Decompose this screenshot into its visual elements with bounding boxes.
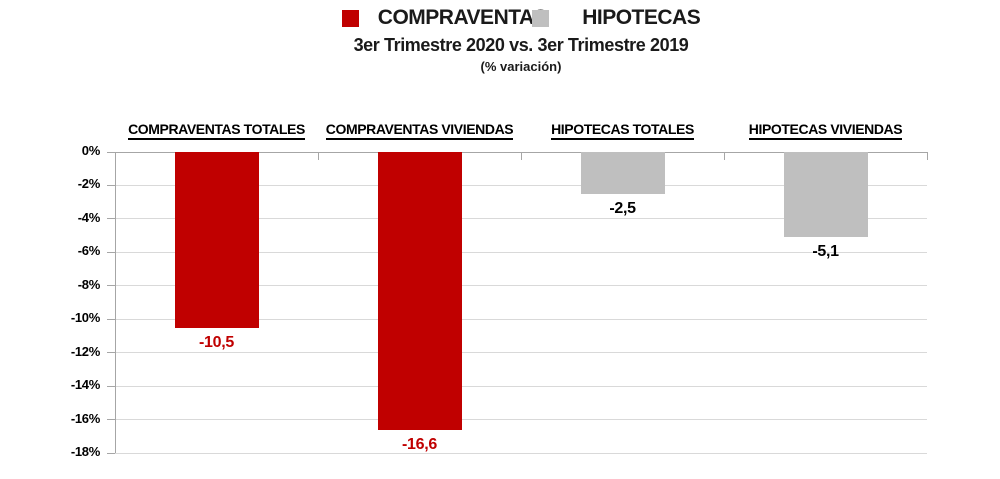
bar-value-label: -16,6 — [402, 435, 437, 453]
y-axis-tick-label: -14% — [70, 377, 100, 393]
gridline — [115, 251, 927, 253]
y-axis-tick-label: -2% — [77, 176, 101, 192]
y-axis-tick — [107, 419, 115, 421]
gridline — [115, 385, 927, 387]
y-axis-tick — [107, 352, 115, 354]
gridline — [115, 318, 927, 320]
y-axis-line — [115, 152, 116, 453]
category-label: COMPRAVENTAS VIVIENDAS — [318, 121, 521, 140]
gridline — [115, 352, 927, 354]
y-axis-tick — [107, 251, 115, 253]
y-axis-tick — [107, 218, 115, 220]
category-label: HIPOTECAS TOTALES — [521, 121, 724, 140]
category-label-text: HIPOTECAS TOTALES — [551, 121, 694, 140]
y-axis-tick — [107, 151, 115, 153]
bar-value-label: -10,5 — [199, 333, 234, 351]
bar — [174, 152, 259, 328]
legend-label-compraventas: COMPRAVENTAS — [377, 6, 548, 29]
chart-title: 3er Trimestre 2020 vs. 3er Trimestre 201… — [353, 34, 689, 55]
gridline — [115, 218, 927, 220]
bar-value-label: -2,5 — [609, 199, 636, 217]
y-axis-tick — [107, 285, 115, 287]
gridline — [115, 452, 927, 454]
chart-subtitle: (% variación) — [480, 58, 562, 74]
category-tick — [926, 152, 928, 160]
category-label-text: COMPRAVENTAS TOTALES — [128, 121, 305, 140]
y-axis-tick-label: -18% — [70, 444, 100, 459]
y-axis-tick-label: -10% — [70, 310, 100, 326]
bar — [783, 152, 868, 238]
y-axis-tick-label: -8% — [77, 276, 101, 292]
category-label: COMPRAVENTAS TOTALES — [115, 121, 318, 140]
y-axis-tick — [107, 318, 115, 320]
y-axis-tick — [107, 452, 115, 454]
gridline — [115, 184, 927, 186]
category-tick — [317, 152, 319, 160]
legend-swatch-compraventas — [341, 9, 359, 27]
chart-legend: COMPRAVENTAS HIPOTECAS — [341, 6, 701, 30]
y-axis-tick-label: -12% — [70, 343, 100, 359]
y-axis-tick — [107, 385, 115, 387]
category-tick — [520, 152, 522, 160]
y-axis-tick-label: -4% — [77, 209, 101, 225]
category-tick — [723, 152, 725, 160]
y-axis-tick-label: -6% — [77, 243, 101, 259]
category-label: HIPOTECAS VIVIENDAS — [724, 121, 927, 140]
y-axis-tick-label: -16% — [70, 410, 100, 426]
gridline — [115, 419, 927, 421]
bar — [377, 152, 462, 430]
chart-header: COMPRAVENTAS HIPOTECAS 3er Trimestre 202… — [42, 6, 1000, 74]
category-label-text: COMPRAVENTAS VIVIENDAS — [325, 121, 514, 140]
gridline — [115, 285, 927, 287]
category-label-text: HIPOTECAS VIVIENDAS — [748, 121, 903, 140]
y-axis-tick — [107, 184, 115, 186]
legend-label-hipotecas: HIPOTECAS — [582, 6, 701, 29]
bar — [580, 152, 665, 194]
category-tick — [114, 152, 116, 160]
bar-value-label: -5,1 — [812, 243, 839, 261]
y-axis-tick-label: 0% — [81, 143, 101, 158]
legend-swatch-hipotecas — [532, 9, 550, 27]
